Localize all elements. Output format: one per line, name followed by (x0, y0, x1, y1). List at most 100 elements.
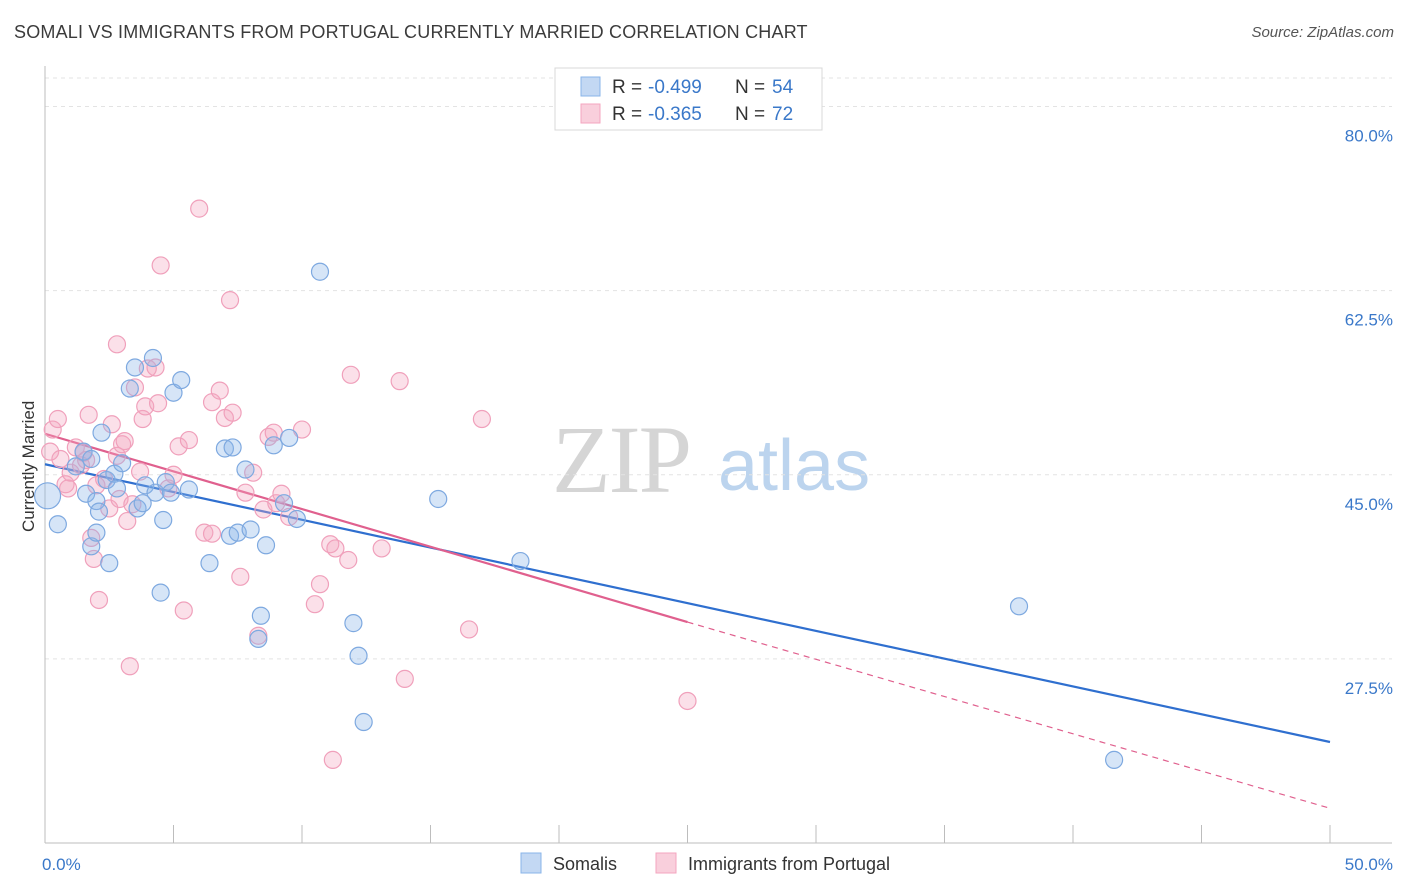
portugal-point (231, 567, 250, 586)
portugal-point (341, 365, 360, 384)
legend: R = -0.499 N = 54 R = -0.365 N = 72 (554, 67, 823, 131)
somali-point (125, 358, 145, 377)
somali-point (172, 370, 191, 390)
portugal-point (130, 462, 150, 481)
portugal-point (169, 437, 188, 456)
portugal-point (390, 372, 409, 391)
y-axis-label: Currently Married (19, 401, 38, 532)
watermark-zip: ZIP (552, 406, 690, 513)
somali-point (256, 536, 276, 555)
somali-point (82, 537, 101, 556)
portugal-point (195, 523, 214, 542)
somali-point (33, 482, 62, 510)
portugal-point (210, 381, 229, 400)
portugal-point (459, 620, 479, 639)
somali-point (251, 606, 270, 625)
legend-swatch-somalis (580, 76, 601, 97)
portugal-point (41, 442, 60, 461)
somali-point (280, 428, 299, 448)
portugal-point (190, 199, 209, 218)
watermark-atlas: atlas (718, 426, 870, 506)
portugal-point (79, 405, 98, 424)
somali-point (249, 629, 268, 649)
somali-point (66, 457, 85, 476)
somali-point (136, 476, 155, 495)
y-tick-labels: 27.5% 45.0% 62.5% 80.0% (1345, 127, 1393, 698)
somali-point (241, 520, 260, 539)
portugal-point (339, 550, 358, 570)
somali-point (223, 438, 242, 457)
somali-points (33, 262, 1124, 769)
portugal-point (223, 403, 242, 422)
somali-point (48, 515, 67, 534)
trend-lines (44, 432, 1331, 809)
somali-point (87, 523, 106, 542)
source-label: Source: ZipAtlas.com (1251, 24, 1394, 41)
portugal-point (179, 430, 199, 450)
portugal-point (107, 335, 127, 354)
legend-n-label-1: N = (735, 77, 765, 98)
somali-point (112, 454, 132, 473)
portugal-point (59, 479, 78, 498)
portugal-point (120, 657, 139, 676)
somali-point (151, 583, 170, 602)
y-tick-label: 80.0% (1345, 127, 1393, 146)
somali-point (429, 489, 448, 509)
legend-swatch-portugal (580, 103, 601, 124)
portugal-point (310, 575, 330, 594)
bottom-legend-portugal: Immigrants from Portugal (688, 854, 890, 874)
somali-point (200, 554, 219, 573)
portugal-point (43, 420, 62, 439)
somali-point (92, 423, 111, 442)
somali-point (87, 491, 106, 511)
portugal-point (220, 291, 240, 310)
somali-point (77, 484, 96, 503)
legend-r-value-1: -0.499 (648, 77, 702, 98)
bottom-legend-swatch-somalis (520, 852, 542, 874)
somali-point (1009, 597, 1029, 616)
somali-point (179, 480, 199, 499)
portugal-point (118, 511, 137, 531)
legend-n-value-2: 72 (772, 104, 793, 125)
portugal-point (305, 595, 324, 614)
legend-r-label-2: R = (612, 104, 642, 125)
somali-point (82, 449, 101, 469)
x-tick-label-end: 50.0% (1345, 855, 1393, 874)
legend-n-value-1: 54 (772, 77, 794, 98)
bottom-legend-swatch-portugal (655, 852, 677, 874)
portugal-point (89, 590, 109, 610)
x-tick-labels: 0.0% 50.0% (42, 855, 1393, 874)
somali-point (236, 460, 255, 479)
portugal-point (395, 669, 414, 688)
portugal-point (115, 432, 134, 451)
portugal-point (138, 359, 157, 378)
somali-point (143, 348, 163, 368)
somali-point (133, 494, 152, 513)
somali-point (128, 499, 147, 518)
portugal-point (151, 256, 170, 275)
chart-title: SOMALI VS IMMIGRANTS FROM PORTUGAL CURRE… (14, 22, 808, 42)
portugal-point (323, 750, 342, 769)
somali-point (154, 510, 173, 530)
y-tick-label: 45.0% (1345, 495, 1393, 514)
somali-point (344, 614, 363, 633)
portugal-point (112, 435, 132, 454)
portugal-point (292, 420, 312, 439)
somali-point (100, 554, 119, 573)
portugal-point (51, 449, 70, 469)
somali-point (511, 551, 530, 571)
portugal-point (236, 483, 255, 502)
portugal-point (164, 465, 183, 484)
somali-point (74, 442, 93, 461)
somali-point (120, 379, 139, 398)
portugal-trend-line (44, 432, 688, 624)
somali-point (274, 494, 294, 513)
y-tick-label: 27.5% (1345, 679, 1393, 698)
portugal-point (267, 494, 286, 513)
bottom-legend: Somalis Immigrants from Portugal (520, 852, 890, 874)
somali-point (161, 483, 181, 502)
portugal-point (148, 394, 168, 413)
bottom-legend-somalis: Somalis (553, 854, 617, 874)
somali-point (215, 439, 234, 458)
somali-point (264, 436, 283, 455)
